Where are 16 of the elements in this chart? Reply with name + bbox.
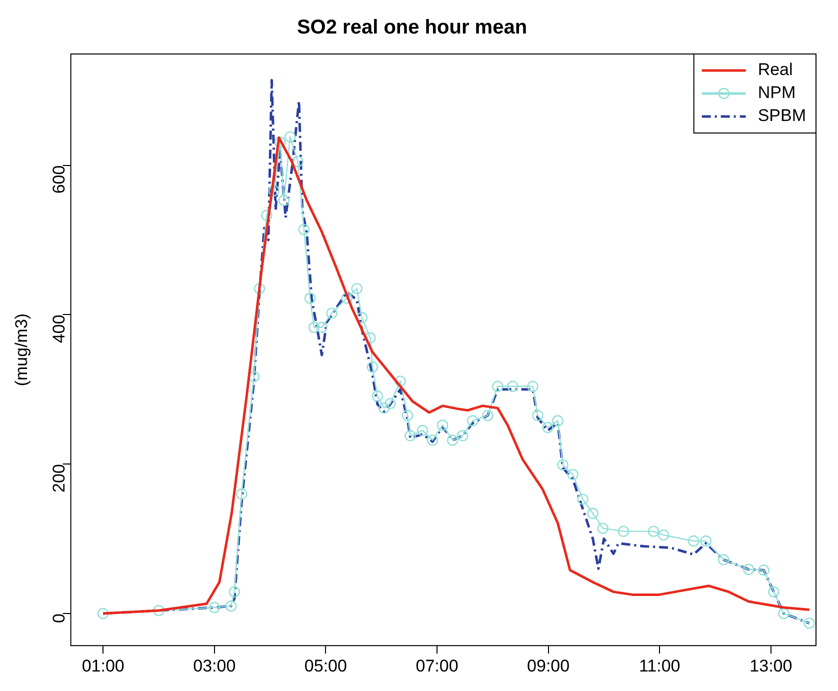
x-tick-label: 05:00 (304, 656, 347, 676)
legend-label: NPM (758, 83, 796, 102)
legend-label: Real (758, 60, 793, 80)
chart-title: SO2 real one hour mean (296, 16, 528, 39)
y-tick-label: 200 (49, 464, 68, 492)
x-tick-label: 07:00 (416, 656, 458, 676)
y-tick-label: 400 (49, 314, 68, 344)
legend-label: SPBM (758, 106, 806, 126)
x-tick-label: 09:00 (527, 656, 570, 676)
y-tick-label: 0 (49, 613, 68, 623)
y-tick-label: 600 (49, 165, 68, 194)
y-axis-title: (mug/m3) (12, 313, 31, 386)
x-tick-label: 13:00 (750, 656, 792, 676)
x-tick-label: 03:00 (193, 656, 236, 676)
x-tick-label: 11:00 (638, 656, 680, 676)
x-tick-label: 01:00 (82, 656, 124, 676)
